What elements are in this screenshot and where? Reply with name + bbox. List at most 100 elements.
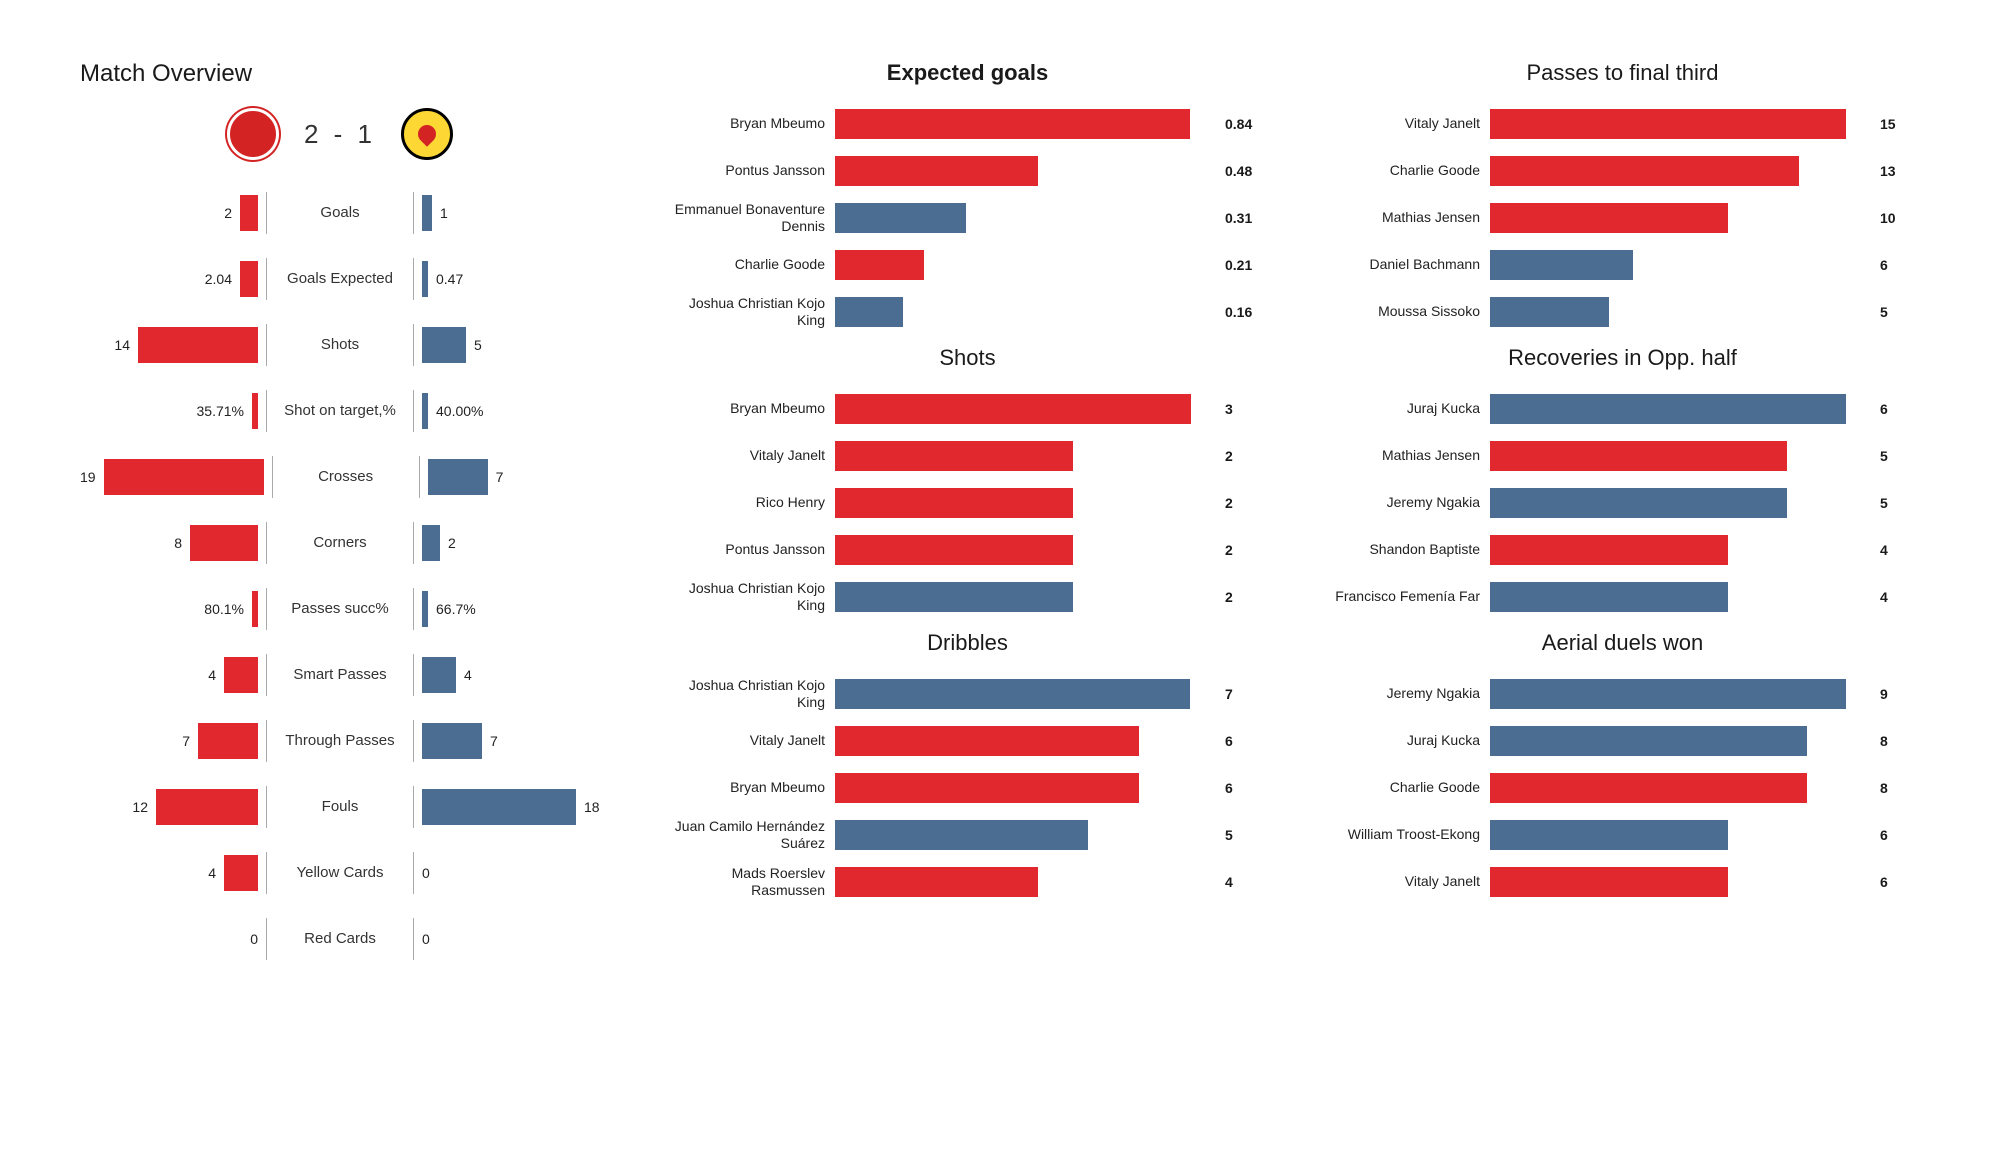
stat-home-bar [138,327,258,363]
divider [266,654,267,696]
divider [266,192,267,234]
player-bar-track [835,441,1215,471]
player-row: Joshua Christian Kojo King2 [670,573,1265,620]
player-name: Vitaly Janelt [670,732,825,748]
player-name: Jeremy Ngakia [1325,685,1480,701]
stat-home-bar [252,591,258,627]
stat-away-value: 0 [422,931,430,947]
stat-away-side: 66.7% [413,588,600,630]
player-row: Vitaly Janelt6 [1325,858,1920,905]
stat-away-side: 0 [413,918,600,960]
stat-away-value: 2 [448,535,456,551]
player-bar [835,773,1139,803]
stat-away-value: 7 [496,469,504,485]
player-bar-track [835,867,1215,897]
divider [413,654,414,696]
player-value: 6 [1880,257,1920,273]
stat-away-value: 7 [490,733,498,749]
player-bar [835,394,1191,424]
player-name: Pontus Jansson [670,541,825,557]
player-bar-track [1490,156,1870,186]
stat-home-bar [190,525,258,561]
player-value: 6 [1225,733,1265,749]
stat-away-bar [422,327,466,363]
stat-away-bar [422,657,456,693]
player-name: Vitaly Janelt [670,447,825,463]
stat-label: Fouls [275,798,405,816]
player-bar-track [835,820,1215,850]
stat-home-side: 19 [80,456,273,498]
stat-home-side: 35.71% [80,390,267,432]
stat-away-bar [422,393,428,429]
player-value: 10 [1880,210,1920,226]
player-bar-track [1490,679,1870,709]
chart-title: Passes to final third [1325,60,1920,86]
player-row: Vitaly Janelt15 [1325,100,1920,147]
stat-row: 0Red Cards0 [80,906,600,972]
player-row: Joshua Christian Kojo King7 [670,670,1265,717]
chart-title: Shots [670,345,1265,371]
player-name: Vitaly Janelt [1325,873,1480,889]
player-bar [835,820,1088,850]
player-row: Bryan Mbeumo6 [670,764,1265,811]
player-bar [835,488,1073,518]
player-bar [835,726,1139,756]
stat-away-side: 0 [413,852,600,894]
player-bar [835,535,1073,565]
chart-title: Expected goals [670,60,1265,86]
player-name: Joshua Christian Kojo King [670,580,825,612]
player-value: 6 [1880,827,1920,843]
away-crest-icon [401,108,453,160]
player-name: Charlie Goode [1325,162,1480,178]
player-row: Charlie Goode8 [1325,764,1920,811]
player-bar-track [835,679,1215,709]
player-value: 0.84 [1225,116,1265,132]
stat-row: 8Corners2 [80,510,600,576]
divider [266,918,267,960]
stat-label: Crosses [281,468,411,486]
player-row: Bryan Mbeumo 0.84 [670,100,1265,147]
player-bar [835,679,1190,709]
stat-away-value: 1 [440,205,448,221]
player-bar [1490,535,1728,565]
stat-home-value: 7 [182,733,190,749]
player-bar [1490,488,1787,518]
divider [266,786,267,828]
player-chart: Passes to final third Vitaly Janelt15 Char… [1325,60,1920,335]
player-row: Pontus Jansson0.48 [670,147,1265,194]
player-bar [835,297,903,327]
stat-home-value: 8 [174,535,182,551]
player-bar-track [835,773,1215,803]
stat-away-value: 5 [474,337,482,353]
player-bar-track [1490,394,1870,424]
player-charts-panel: Expected goals Bryan Mbeumo 0.84 Pontus Jan… [670,60,1920,1115]
player-value: 0.31 [1225,210,1265,226]
player-value: 3 [1225,401,1265,417]
player-value: 2 [1225,495,1265,511]
player-bar-track [1490,297,1870,327]
player-bar-track [1490,820,1870,850]
stat-away-bar [422,591,428,627]
player-bar [1490,109,1846,139]
stat-away-value: 0.47 [436,271,463,287]
player-name: Bryan Mbeumo [670,115,825,131]
divider [266,258,267,300]
player-name: Shandon Baptiste [1325,541,1480,557]
player-name: Juraj Kucka [1325,400,1480,416]
stat-away-side: 4 [413,654,600,696]
stat-label: Shots [275,336,405,354]
stat-label: Yellow Cards [275,864,405,882]
player-bar-track [835,297,1215,327]
stat-away-bar [422,261,428,297]
player-name: Juraj Kucka [1325,732,1480,748]
stat-home-value: 4 [208,667,216,683]
player-bar [1490,820,1728,850]
stat-row: 4Smart Passes4 [80,642,600,708]
player-bar [835,156,1038,186]
dashboard: Match Overview 2 - 1 2Goals12.04Goals Ex… [80,60,1920,1115]
player-name: Jeremy Ngakia [1325,494,1480,510]
player-bar-track [835,726,1215,756]
player-name: Francisco Femenía Far [1325,588,1480,604]
player-name: Charlie Goode [1325,779,1480,795]
player-name: William Troost-Ekong [1325,826,1480,842]
